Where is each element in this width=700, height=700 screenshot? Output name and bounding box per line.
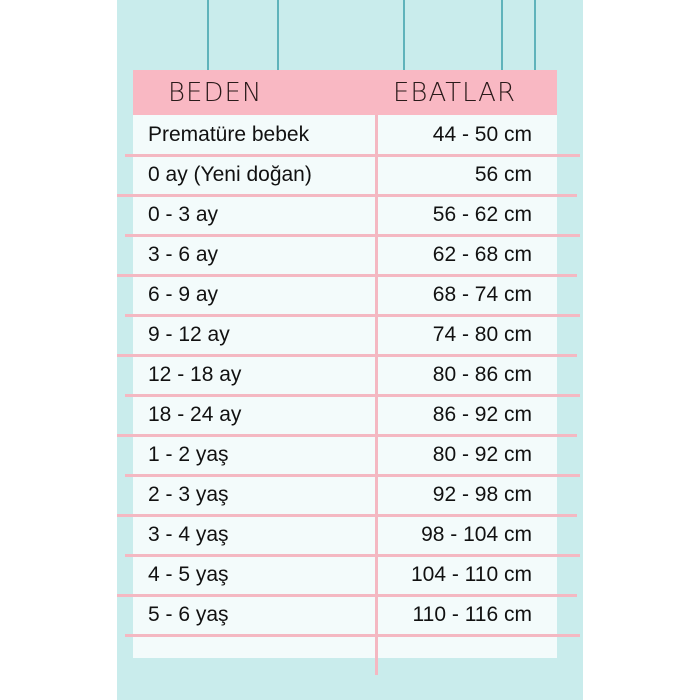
dimension-cell: 44 - 50 cm xyxy=(432,123,532,146)
row-divider xyxy=(117,594,577,597)
row-divider xyxy=(117,354,577,357)
row-divider xyxy=(117,194,577,197)
dimension-cell: 62 - 68 cm xyxy=(432,243,532,266)
dimension-cell: 74 - 80 cm xyxy=(432,323,532,346)
dimension-cell: 68 - 74 cm xyxy=(432,283,532,306)
size-cell: Prematüre bebek xyxy=(148,123,310,146)
size-cell: 0 ay (Yeni doğan) xyxy=(148,163,312,186)
row-divider xyxy=(117,434,577,437)
dimension-cell: 98 - 104 cm xyxy=(421,523,532,546)
row-divider xyxy=(125,634,580,637)
dimension-cell: 104 - 110 cm xyxy=(410,563,532,586)
header-size: BEDEN xyxy=(168,78,263,108)
size-table xyxy=(133,70,557,658)
size-cell: 0 - 3 ay xyxy=(148,203,219,226)
dimension-cell: 86 - 92 cm xyxy=(432,403,532,426)
row-divider xyxy=(117,514,577,517)
size-cell: 18 - 24 ay xyxy=(148,403,242,426)
size-cell: 3 - 4 yaş xyxy=(148,523,229,546)
size-cell: 12 - 18 ay xyxy=(148,363,242,386)
dimension-cell: 56 cm xyxy=(474,163,532,186)
size-cell: 2 - 3 yaş xyxy=(148,483,229,506)
size-cell: 3 - 6 ay xyxy=(148,243,219,266)
row-divider xyxy=(125,314,580,317)
hanging-string xyxy=(207,0,209,70)
dimension-cell: 110 - 116 cm xyxy=(412,603,532,626)
size-cell: 4 - 5 yaş xyxy=(148,563,229,586)
dimension-cell: 80 - 92 cm xyxy=(432,443,532,466)
hanging-string xyxy=(403,0,405,70)
dimension-cell: 56 - 62 cm xyxy=(432,203,532,226)
dimension-cell: 80 - 86 cm xyxy=(432,363,532,386)
hanging-string xyxy=(277,0,279,70)
dimension-cell: 92 - 98 cm xyxy=(432,483,532,506)
size-cell: 9 - 12 ay xyxy=(148,323,230,346)
row-divider xyxy=(125,554,580,557)
table-header xyxy=(133,70,557,115)
hanging-string xyxy=(501,0,503,70)
size-cell: 5 - 6 yaş xyxy=(148,603,229,626)
hanging-string xyxy=(534,0,536,70)
row-divider xyxy=(117,274,577,277)
size-cell: 6 - 9 ay xyxy=(148,283,219,306)
row-divider xyxy=(125,154,580,157)
row-divider xyxy=(125,234,580,237)
row-divider xyxy=(125,474,580,477)
row-divider xyxy=(125,394,580,397)
header-dimensions: EBATLAR xyxy=(393,78,517,108)
size-cell: 1 - 2 yaş xyxy=(148,443,229,466)
